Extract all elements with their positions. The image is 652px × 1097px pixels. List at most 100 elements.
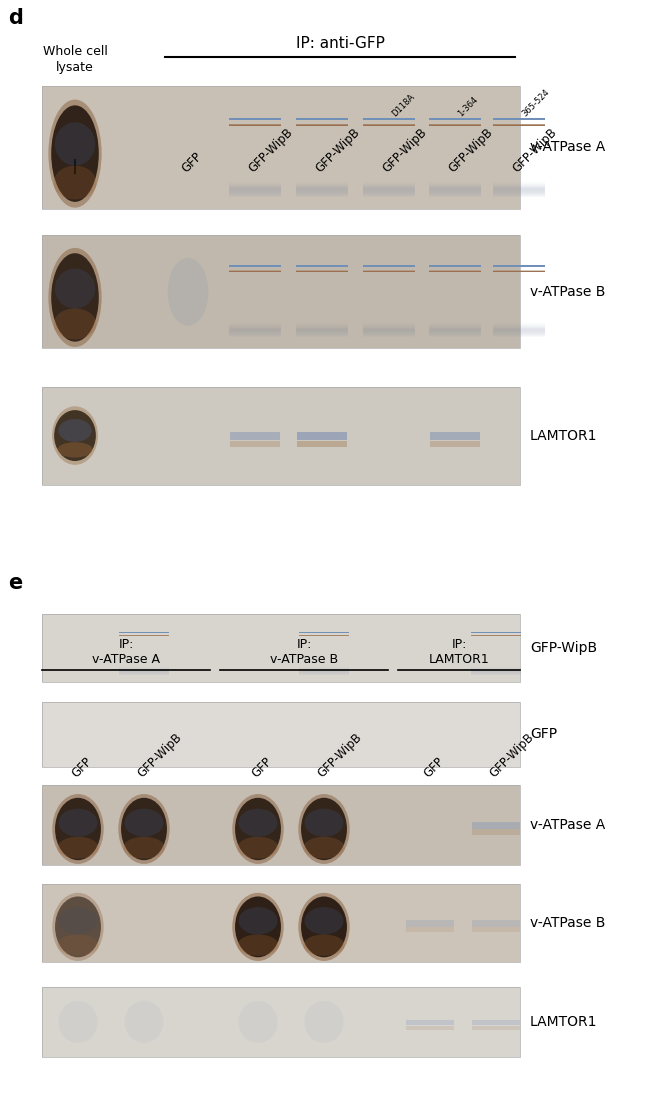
Ellipse shape xyxy=(55,798,101,860)
Text: v-ATPase B: v-ATPase B xyxy=(530,285,605,298)
Bar xyxy=(230,118,280,120)
Bar xyxy=(494,124,544,125)
Bar xyxy=(230,118,280,120)
Bar xyxy=(297,118,348,120)
Bar xyxy=(430,118,481,120)
Bar xyxy=(42,987,520,1058)
Bar xyxy=(297,186,348,195)
Bar xyxy=(363,125,415,126)
Bar xyxy=(297,432,347,440)
Bar xyxy=(472,823,520,829)
Text: GFP: GFP xyxy=(249,755,274,780)
Bar xyxy=(297,271,348,272)
Ellipse shape xyxy=(57,442,93,457)
Bar xyxy=(230,124,280,126)
Bar xyxy=(430,188,481,196)
Bar xyxy=(42,785,520,864)
Bar xyxy=(230,118,280,120)
Bar xyxy=(230,271,280,272)
Bar xyxy=(230,271,280,272)
Bar xyxy=(494,125,544,126)
Bar xyxy=(494,270,544,271)
Bar xyxy=(230,432,280,440)
Bar xyxy=(363,118,415,120)
Bar xyxy=(230,118,280,120)
Bar xyxy=(42,987,520,1058)
Bar xyxy=(297,118,348,120)
Bar xyxy=(230,184,280,193)
Bar xyxy=(430,271,481,272)
Bar xyxy=(363,271,415,272)
Text: LAMTOR1: LAMTOR1 xyxy=(530,1015,597,1029)
Bar xyxy=(471,669,521,674)
Bar xyxy=(297,118,348,120)
Ellipse shape xyxy=(48,248,102,347)
Bar xyxy=(430,326,481,333)
Bar xyxy=(494,118,544,120)
Ellipse shape xyxy=(125,808,164,837)
Bar xyxy=(230,118,280,120)
Text: GFP-WipB: GFP-WipB xyxy=(135,731,184,780)
Bar xyxy=(299,669,349,674)
Ellipse shape xyxy=(52,406,98,465)
Text: GFP-WipB: GFP-WipB xyxy=(510,126,559,176)
Bar xyxy=(494,118,544,120)
Bar xyxy=(42,86,520,210)
Bar xyxy=(297,118,348,120)
Bar xyxy=(363,118,415,120)
Bar xyxy=(230,125,280,126)
Ellipse shape xyxy=(57,837,98,859)
Bar xyxy=(230,271,280,272)
Bar xyxy=(297,125,348,126)
Bar xyxy=(230,189,280,196)
Ellipse shape xyxy=(52,253,99,341)
Bar xyxy=(119,670,169,675)
Bar xyxy=(363,327,415,335)
Bar xyxy=(430,125,481,126)
Bar xyxy=(363,124,415,125)
Bar xyxy=(430,124,481,126)
Bar xyxy=(471,667,521,671)
Ellipse shape xyxy=(55,896,101,958)
Bar xyxy=(363,329,415,337)
Bar xyxy=(297,327,348,336)
Bar xyxy=(297,326,348,333)
Bar xyxy=(297,183,348,192)
Bar xyxy=(297,125,348,126)
Bar xyxy=(297,125,348,126)
Bar xyxy=(494,118,544,120)
Bar xyxy=(230,271,280,272)
Bar xyxy=(230,324,280,331)
Bar xyxy=(230,125,280,126)
Bar xyxy=(363,181,415,190)
Bar xyxy=(299,670,349,675)
Bar xyxy=(430,125,481,126)
Bar xyxy=(363,125,415,126)
Bar xyxy=(297,441,347,448)
Bar xyxy=(297,125,348,126)
Ellipse shape xyxy=(237,837,278,859)
Bar xyxy=(230,120,280,121)
Bar xyxy=(363,118,415,120)
Bar xyxy=(363,118,415,120)
Bar xyxy=(363,271,415,272)
Bar xyxy=(42,785,520,864)
Text: D118A: D118A xyxy=(391,92,417,118)
Bar xyxy=(363,118,415,120)
Bar xyxy=(494,271,544,272)
Bar xyxy=(494,120,544,121)
Bar xyxy=(430,271,481,272)
Bar xyxy=(471,669,521,674)
Bar xyxy=(230,185,280,194)
Bar xyxy=(430,118,481,120)
Bar xyxy=(230,328,280,336)
Bar xyxy=(297,124,348,126)
Bar xyxy=(430,181,481,190)
Bar xyxy=(363,118,415,120)
Bar xyxy=(297,124,348,125)
Bar xyxy=(297,270,348,271)
Bar xyxy=(430,118,481,120)
Ellipse shape xyxy=(301,896,347,958)
Bar xyxy=(230,181,280,190)
Bar xyxy=(494,271,544,272)
